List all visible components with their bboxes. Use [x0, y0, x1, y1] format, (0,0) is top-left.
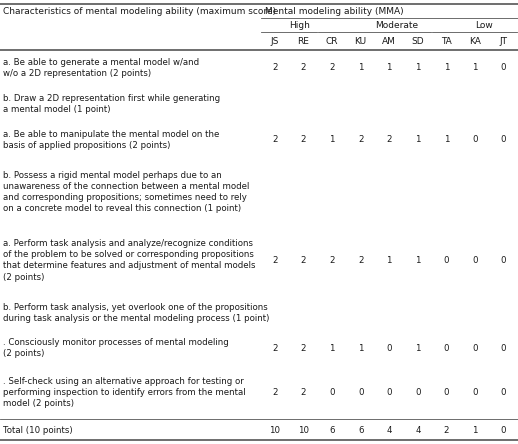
Text: 10: 10	[298, 426, 309, 435]
Text: 1: 1	[386, 63, 392, 72]
Text: 1: 1	[443, 135, 449, 144]
Text: 1: 1	[415, 256, 421, 265]
Text: Total (10 points): Total (10 points)	[3, 426, 73, 435]
Text: SD: SD	[411, 36, 424, 45]
Text: KA: KA	[469, 36, 481, 45]
Text: 1: 1	[358, 63, 364, 72]
Text: 1: 1	[329, 135, 335, 144]
Text: 6: 6	[358, 426, 364, 435]
Text: 1: 1	[415, 63, 421, 72]
Text: 0: 0	[501, 426, 507, 435]
Text: 2: 2	[272, 256, 278, 265]
Text: 10: 10	[269, 426, 280, 435]
Text: 1: 1	[443, 63, 449, 72]
Text: TA: TA	[441, 36, 452, 45]
Text: 0: 0	[415, 388, 421, 397]
Text: a. Be able to manipulate the mental model on the
basis of applied propositions (: a. Be able to manipulate the mental mode…	[3, 130, 220, 150]
Text: b. Possess a rigid mental model perhaps due to an
unawareness of the connection : b. Possess a rigid mental model perhaps …	[3, 170, 249, 213]
Text: 0: 0	[501, 256, 507, 265]
Text: 4: 4	[415, 426, 421, 435]
Text: 1: 1	[415, 135, 421, 144]
Text: 2: 2	[300, 135, 306, 144]
Text: 2: 2	[329, 63, 335, 72]
Text: 6: 6	[329, 426, 335, 435]
Text: 1: 1	[329, 344, 335, 353]
Text: b. Perform task analysis, yet overlook one of the propositions
during task analy: b. Perform task analysis, yet overlook o…	[3, 302, 269, 323]
Text: 0: 0	[501, 388, 507, 397]
Text: 0: 0	[501, 135, 507, 144]
Text: 4: 4	[386, 426, 392, 435]
Text: 0: 0	[443, 344, 449, 353]
Text: Characteristics of mental modeling ability (maximum score): Characteristics of mental modeling abili…	[3, 7, 276, 16]
Text: High: High	[289, 20, 310, 29]
Text: 2: 2	[272, 135, 278, 144]
Text: 0: 0	[358, 388, 364, 397]
Text: 2: 2	[358, 256, 364, 265]
Text: JT: JT	[499, 36, 508, 45]
Text: 0: 0	[443, 256, 449, 265]
Text: 1: 1	[415, 344, 421, 353]
Text: Mental modeling ability (MMA): Mental modeling ability (MMA)	[265, 7, 403, 16]
Text: Moderate: Moderate	[375, 20, 418, 29]
Text: JS: JS	[271, 36, 279, 45]
Text: 1: 1	[386, 256, 392, 265]
Text: 0: 0	[472, 256, 478, 265]
Text: a. Perform task analysis and analyze/recognize conditions
of the problem to be s: a. Perform task analysis and analyze/rec…	[3, 239, 255, 281]
Text: 2: 2	[329, 256, 335, 265]
Text: KU: KU	[354, 36, 367, 45]
Text: 0: 0	[386, 388, 392, 397]
Text: 1: 1	[472, 426, 478, 435]
Text: 1: 1	[358, 344, 364, 353]
Text: 2: 2	[358, 135, 364, 144]
Text: 2: 2	[300, 344, 306, 353]
Text: 0: 0	[501, 63, 507, 72]
Text: 0: 0	[501, 344, 507, 353]
Text: 2: 2	[300, 388, 306, 397]
Text: 2: 2	[443, 426, 449, 435]
Text: 2: 2	[300, 63, 306, 72]
Text: 2: 2	[272, 388, 278, 397]
Text: 0: 0	[472, 135, 478, 144]
Text: 0: 0	[472, 388, 478, 397]
Text: 0: 0	[386, 344, 392, 353]
Text: . Self-check using an alternative approach for testing or
performing inspection : . Self-check using an alternative approa…	[3, 377, 246, 408]
Text: RE: RE	[297, 36, 309, 45]
Text: 0: 0	[472, 344, 478, 353]
Text: AM: AM	[382, 36, 396, 45]
Text: 0: 0	[443, 388, 449, 397]
Text: 1: 1	[472, 63, 478, 72]
Text: . Consciously monitor processes of mental modeling
(2 points): . Consciously monitor processes of menta…	[3, 338, 229, 358]
Text: 2: 2	[386, 135, 392, 144]
Text: 2: 2	[300, 256, 306, 265]
Text: b. Draw a 2D representation first while generating
a mental model (1 point): b. Draw a 2D representation first while …	[3, 94, 220, 114]
Text: Low: Low	[475, 20, 493, 29]
Text: CR: CR	[326, 36, 338, 45]
Text: 0: 0	[329, 388, 335, 397]
Text: 2: 2	[272, 63, 278, 72]
Text: a. Be able to generate a mental model w/and
w/o a 2D representation (2 points): a. Be able to generate a mental model w/…	[3, 58, 199, 78]
Text: 2: 2	[272, 344, 278, 353]
